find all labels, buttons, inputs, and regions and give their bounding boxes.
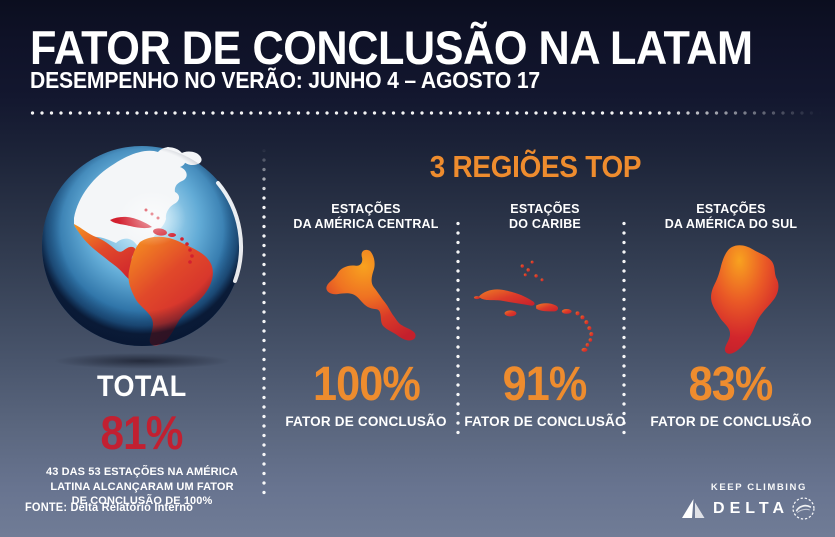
page-title: FATOR DE CONCLUSÃO NA LATAM <box>30 21 753 74</box>
delta-logo: DELTA <box>682 497 815 520</box>
caribbean-map-icon <box>473 260 594 352</box>
region-label: ESTAÇÕES DO CARIBE <box>509 202 581 231</box>
region-label: ESTAÇÕES DA AMÉRICA DO SUL <box>664 202 798 231</box>
dotted-divider-vertical-1 <box>455 221 461 438</box>
region-column-south-america: ESTAÇÕES DA AMÉRICA DO SUL 83% FATOR DE … <box>646 202 816 442</box>
region-label: ESTAÇÕES DA AMÉRICA CENTRAL <box>293 202 439 231</box>
delta-wordmark: DELTA <box>713 499 789 517</box>
source-note: FONTE: Delta Relatório Interno <box>25 500 194 514</box>
dotted-divider-horizontal <box>30 110 830 116</box>
dotted-divider-vertical-main <box>261 148 267 496</box>
total-note: 43 DAS 53 ESTAÇÕES NA AMÉRICA LATINA ALC… <box>46 466 238 507</box>
region-column-central-america: ESTAÇÕES DA AMÉRICA CENTRAL 100% FATOR D… <box>281 202 451 442</box>
south-america-map-icon <box>711 245 779 354</box>
region-value: 91% <box>503 358 588 411</box>
region-column-caribbean: ESTAÇÕES DO CARIBE 91% FATOR DE CONCLUSÃ… <box>460 202 630 442</box>
region-metric-label: FATOR DE CONCLUSÃO <box>650 414 812 429</box>
americas-globe-icon <box>42 146 243 369</box>
central-america-map-icon <box>326 249 416 341</box>
total-summary: TOTAL 81% 43 DAS 53 ESTAÇÕES NA AMÉRICA … <box>32 370 252 509</box>
dotted-divider-vertical-2 <box>621 221 627 438</box>
delta-widget-icon <box>682 499 705 518</box>
keep-climbing-tagline: KEEP CLIMBING <box>710 482 807 493</box>
region-value: 100% <box>312 358 421 411</box>
delta-seal-icon <box>792 497 815 520</box>
region-value: 83% <box>689 358 774 411</box>
region-metric-label: FATOR DE CONCLUSÃO <box>464 414 626 429</box>
regions-heading: 3 REGIÕES TOP <box>429 149 641 184</box>
total-value: 81% <box>101 406 184 459</box>
region-metric-label: FATOR DE CONCLUSÃO <box>285 414 447 429</box>
total-label: TOTAL <box>97 370 187 403</box>
page-subtitle: DESEMPENHO NO VERÃO: JUNHO 4 – AGOSTO 17 <box>30 67 540 93</box>
